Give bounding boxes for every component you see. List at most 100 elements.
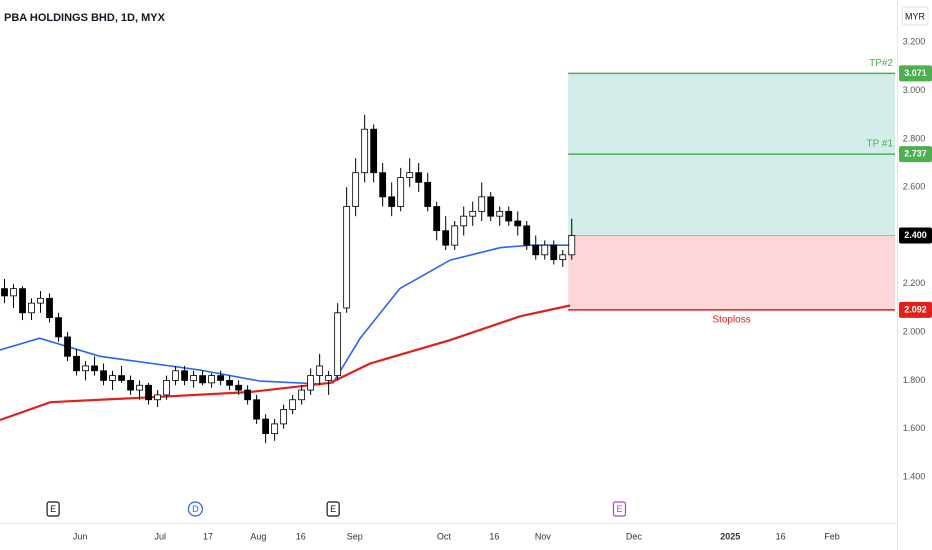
- candle-body: [289, 399, 297, 410]
- currency[interactable]: MYR: [905, 11, 926, 21]
- candle-body: [244, 389, 252, 401]
- y-tick-label: 1.600: [903, 423, 926, 433]
- x-tick-label: 16: [296, 531, 306, 541]
- candle-body: [280, 409, 288, 425]
- candle-body: [154, 394, 161, 401]
- y-tick-label: 2.800: [903, 133, 926, 143]
- x-tick-label: Aug: [250, 531, 266, 541]
- event-marker: [187, 501, 203, 517]
- candle-body: [127, 380, 134, 391]
- y-tick-label: 1.400: [903, 471, 926, 481]
- candle-body: [109, 375, 116, 381]
- y-tick-label: 3.200: [903, 37, 926, 47]
- candle-body: [82, 365, 89, 372]
- candle-body: [352, 172, 360, 207]
- event-marker: [326, 501, 340, 517]
- candle-body: [334, 312, 342, 376]
- loss-zone: [568, 235, 895, 310]
- y-tick-label: 2.200: [903, 278, 926, 288]
- candle-body: [433, 206, 441, 232]
- candle-body: [262, 418, 270, 434]
- candle-body: [424, 181, 432, 207]
- candle-body: [406, 172, 414, 178]
- x-tick-label: Nov: [535, 531, 552, 541]
- candle-body: [478, 196, 486, 212]
- price-label: 3.071: [904, 68, 927, 78]
- candle-body: [361, 128, 369, 174]
- level-name: TP #1: [867, 139, 894, 150]
- event-label: D: [192, 504, 199, 514]
- candle-body: [298, 389, 306, 401]
- candle-body: [316, 365, 324, 376]
- candle-body: [451, 225, 459, 246]
- candle-body: [235, 384, 243, 391]
- candle-body: [487, 196, 495, 217]
- candle-body: [496, 210, 504, 217]
- candle-body: [199, 375, 206, 384]
- y-tick-label: 1.800: [903, 375, 926, 385]
- candle-body: [379, 172, 387, 198]
- candle-body: [469, 210, 477, 217]
- candle-body: [442, 230, 450, 246]
- price-label-box: [899, 146, 932, 163]
- candle-body: [217, 375, 224, 381]
- x-tick-label: Dec: [626, 531, 643, 541]
- event-label: E: [616, 504, 622, 514]
- candle-body: [226, 380, 234, 386]
- x-tick-label: Oct: [437, 531, 452, 541]
- x-tick-label: 16: [776, 531, 786, 541]
- chart-title: PBA HOLDINGS BHD, 1D, MYX: [4, 12, 166, 24]
- candle-body: [568, 235, 576, 256]
- event-marker: [612, 501, 627, 517]
- candle-body: [559, 254, 567, 261]
- candle-body: [10, 288, 17, 297]
- candle-body: [91, 365, 98, 372]
- candle-body: [190, 375, 197, 381]
- candle-body: [37, 297, 44, 304]
- candle-body: [163, 380, 170, 396]
- candle-body: [415, 172, 423, 183]
- x-tick-label: 16: [489, 531, 499, 541]
- x-tick-label: 17: [203, 531, 213, 541]
- level-name: Stoploss: [712, 315, 750, 326]
- candle-body: [181, 370, 188, 381]
- candle-body: [19, 288, 26, 314]
- candle-body: [460, 215, 468, 227]
- candle-body: [55, 317, 62, 338]
- candle-body: [388, 196, 396, 207]
- candle-body: [532, 244, 540, 256]
- candle-body: [64, 336, 71, 357]
- event-marker: [46, 501, 60, 517]
- candle-body: [136, 384, 143, 391]
- currency-box[interactable]: [901, 6, 929, 26]
- candle-body: [541, 244, 549, 256]
- candle-body: [523, 225, 531, 246]
- candle-body: [514, 220, 522, 227]
- candle-body: [271, 423, 279, 434]
- candle-body: [145, 384, 152, 401]
- event-label: E: [330, 504, 336, 514]
- price-label-box: [899, 301, 932, 318]
- x-tick-label: Jun: [73, 531, 88, 541]
- candle-body: [397, 177, 405, 207]
- price-label-box: [899, 65, 932, 82]
- candle-body: [343, 206, 351, 309]
- price-label: 2.400: [904, 230, 927, 240]
- candle-body: [550, 244, 558, 261]
- moving-average: [0, 304, 571, 422]
- candle-body: [1, 288, 8, 297]
- candle-body: [46, 297, 53, 319]
- candle-body: [208, 375, 215, 384]
- candle-body: [73, 355, 80, 372]
- candle-body: [28, 302, 35, 314]
- moving-average: [0, 244, 570, 385]
- level-name: TP#2: [869, 58, 893, 69]
- y-tick-label: 2.000: [903, 326, 926, 336]
- price-label-box: [899, 227, 932, 244]
- event-label: E: [50, 504, 56, 514]
- candle-body: [307, 375, 315, 391]
- candle-body: [253, 399, 261, 420]
- y-tick-label: 2.600: [903, 182, 926, 192]
